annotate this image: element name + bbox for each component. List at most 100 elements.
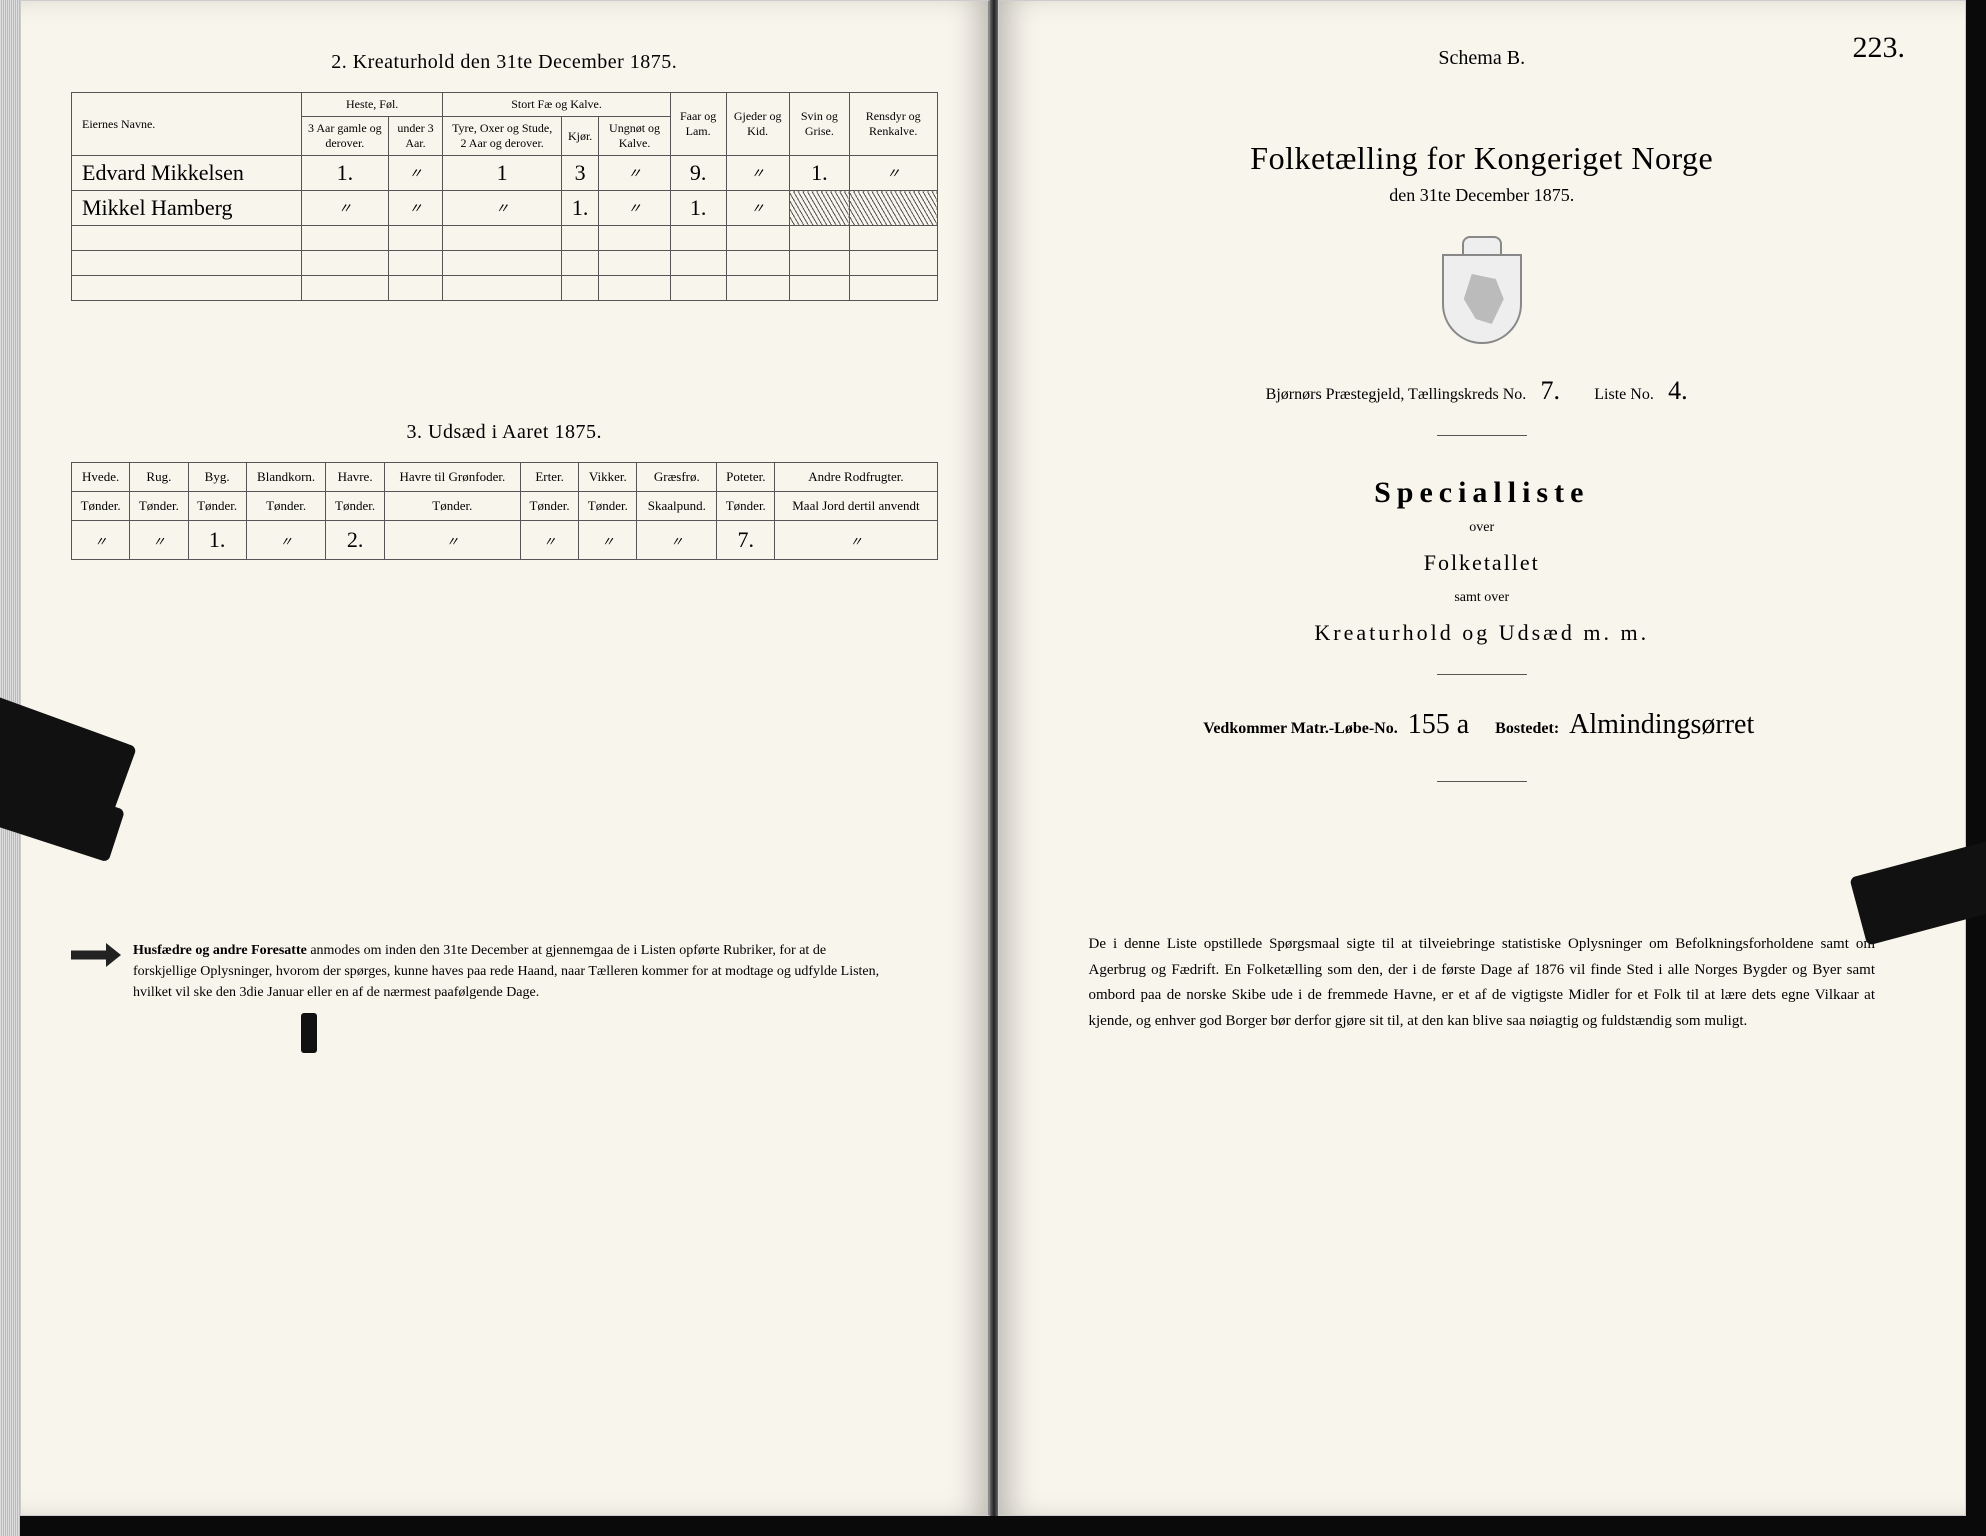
norway-crest-icon (1437, 236, 1527, 346)
cell: 〃 (775, 521, 937, 560)
col-stor-a: Tyre, Oxer og Stude, 2 Aar og derover. (443, 117, 562, 156)
right-page: Schema B. 223. Folketælling for Kongerig… (998, 0, 1967, 1516)
cell: 1. (302, 156, 389, 191)
col: Poteter. (717, 463, 775, 492)
cell: 〃 (726, 191, 789, 226)
col: Havre til Grønfoder. (384, 463, 520, 492)
colgroup-storfae: Stort Fæ og Kalve. (443, 93, 670, 117)
col: Hvede. (72, 463, 130, 492)
unit: Maal Jord dertil anvendt (775, 492, 937, 521)
col-rensdyr: Rensdyr og Renkalve. (849, 93, 937, 156)
matr-number: 155 a (1402, 709, 1475, 741)
liste-label: Liste No. (1594, 386, 1654, 403)
kreaturhold-label: Kreaturhold og Udsæd m. m. (1049, 620, 1916, 646)
bostedet-value: Almindingsørret (1563, 709, 1760, 741)
table-row: 〃 〃 1. 〃 2. 〃 〃 〃 〃 7. 〃 (72, 521, 938, 560)
unit: Tønder. (326, 492, 384, 521)
over-label: over (1049, 520, 1916, 536)
pointing-hand-icon (71, 940, 121, 970)
cell: 〃 (849, 156, 937, 191)
book-spine (990, 0, 998, 1516)
cell-hatched (789, 191, 849, 226)
vedkommer-label: Vedkommer Matr.-Løbe-No. (1203, 720, 1398, 737)
cell: 3 (561, 156, 598, 191)
table-row (72, 251, 938, 276)
col-owner: Eiernes Navne. (72, 93, 302, 156)
unit: Tønder. (520, 492, 578, 521)
unit: Tønder. (246, 492, 326, 521)
table-units-row: Tønder. Tønder. Tønder. Tønder. Tønder. … (72, 492, 938, 521)
liste-number: 4. (1658, 376, 1698, 407)
section3-title: 3. Udsæd i Aaret 1875. (71, 421, 938, 444)
col-stor-b: Kjør. (561, 117, 598, 156)
cell: 〃 (388, 156, 443, 191)
col: Havre. (326, 463, 384, 492)
table-header-row: Eiernes Navne. Heste, Føl. Stort Fæ og K… (72, 93, 938, 117)
cell: 1. (561, 191, 598, 226)
col-svin: Svin og Grise. (789, 93, 849, 156)
bostedet-label: Bostedet: (1495, 720, 1559, 737)
table-row: Mikkel Hamberg 〃 〃 〃 1. 〃 1. 〃 (72, 191, 938, 226)
table-header-row: Hvede. Rug. Byg. Blandkorn. Havre. Havre… (72, 463, 938, 492)
main-title: Folketælling for Kongeriget Norge (1049, 140, 1916, 177)
cell: 〃 (520, 521, 578, 560)
col: Andre Rodfrugter. (775, 463, 937, 492)
samtover-label: samt over (1049, 590, 1916, 606)
col-faar: Faar og Lam. (670, 93, 726, 156)
cell: 〃 (302, 191, 389, 226)
table-row (72, 226, 938, 251)
cell: 〃 (130, 521, 188, 560)
cell: 〃 (388, 191, 443, 226)
folketallet-label: Folketallet (1049, 550, 1916, 576)
cell: 〃 (72, 521, 130, 560)
cell: 7. (717, 521, 775, 560)
seed-table: Hvede. Rug. Byg. Blandkorn. Havre. Havre… (71, 462, 938, 560)
ink-mark (301, 1013, 317, 1053)
table-row (72, 276, 938, 301)
specialliste-title: Specialliste (1049, 476, 1916, 510)
col-stor-c: Ungnøt og Kalve. (599, 117, 670, 156)
cell: 2. (326, 521, 384, 560)
col: Rug. (130, 463, 188, 492)
unit: Tønder. (188, 492, 246, 521)
district-prefix: Bjørnørs Præstegjeld, Tællingskreds No. (1266, 386, 1527, 403)
cell: 〃 (579, 521, 637, 560)
unit: Tønder. (717, 492, 775, 521)
cell: 〃 (599, 156, 670, 191)
colgroup-heste: Heste, Føl. (302, 93, 443, 117)
open-book: 2. Kreaturhold den 31te December 1875. E… (20, 0, 1966, 1516)
table-row: Edvard Mikkelsen 1. 〃 1 3 〃 9. 〃 1. 〃 (72, 156, 938, 191)
col-heste-b: under 3 Aar. (388, 117, 443, 156)
footnote-block: Husfædre og andre Foresatte anmodes om i… (71, 940, 938, 1003)
cell: 1. (789, 156, 849, 191)
explanatory-paragraph: De i denne Liste opstillede Spørgsmaal s… (1089, 932, 1876, 1034)
cell: 1. (670, 191, 726, 226)
col-gjeder: Gjeder og Kid. (726, 93, 789, 156)
cell: 〃 (637, 521, 717, 560)
cell: 〃 (726, 156, 789, 191)
col: Græsfrø. (637, 463, 717, 492)
owner-name: Edvard Mikkelsen (72, 156, 302, 191)
col: Erter. (520, 463, 578, 492)
section2-title: 2. Kreaturhold den 31te December 1875. (71, 51, 938, 74)
footnote-bold: Husfædre og andre Foresatte (133, 943, 307, 958)
cell-hatched (849, 191, 937, 226)
unit: Tønder. (72, 492, 130, 521)
scanner-clamp (1849, 826, 1986, 945)
cell: 〃 (443, 191, 562, 226)
livestock-table: Eiernes Navne. Heste, Føl. Stort Fæ og K… (71, 92, 938, 301)
page-number: 223. (1853, 31, 1906, 65)
divider (1437, 781, 1527, 782)
cell: 〃 (246, 521, 326, 560)
unit: Skaalpund. (637, 492, 717, 521)
unit: Tønder. (579, 492, 637, 521)
col: Byg. (188, 463, 246, 492)
cell: 9. (670, 156, 726, 191)
cell: 〃 (599, 191, 670, 226)
owner-name: Mikkel Hamberg (72, 191, 302, 226)
cell: 1. (188, 521, 246, 560)
col: Blandkorn. (246, 463, 326, 492)
cell: 1 (443, 156, 562, 191)
unit: Tønder. (384, 492, 520, 521)
sub-date: den 31te December 1875. (1049, 185, 1916, 206)
